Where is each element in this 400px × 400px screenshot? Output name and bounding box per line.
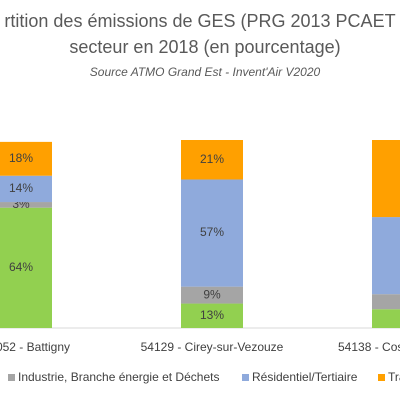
bar-segment bbox=[181, 140, 243, 180]
legend-label: Industrie, Branche énergie et Déchets bbox=[18, 370, 219, 384]
x-tick-label: 54129 - Cirey-sur-Vezouze bbox=[141, 340, 284, 354]
data-label: 57% bbox=[200, 225, 224, 239]
legend-swatch bbox=[242, 374, 249, 381]
legend-label: Tra bbox=[388, 370, 400, 384]
bar-segment bbox=[0, 207, 52, 328]
bar-segment bbox=[372, 217, 400, 295]
data-label: 18% bbox=[9, 151, 33, 165]
bar-segment bbox=[181, 303, 243, 328]
bar-segment bbox=[0, 202, 52, 208]
bar-segment bbox=[372, 294, 400, 310]
data-label: 64% bbox=[9, 260, 33, 274]
x-tick-label: 052 - Battigny bbox=[0, 340, 70, 354]
data-label: 14% bbox=[9, 181, 33, 195]
legend-label: Résidentiel/Tertiaire bbox=[252, 370, 358, 384]
bar-segment bbox=[372, 140, 400, 218]
bar-segment bbox=[181, 179, 243, 287]
bar-segment bbox=[181, 286, 243, 304]
legend-swatch bbox=[378, 374, 385, 381]
data-label: 21% bbox=[200, 152, 224, 166]
bar-segment bbox=[0, 141, 52, 176]
data-label: 9% bbox=[203, 287, 221, 301]
data-label: 13% bbox=[200, 308, 224, 322]
bar-segment bbox=[372, 309, 400, 328]
chart-title: secteur en 2018 (en pourcentage) bbox=[69, 37, 340, 57]
x-tick-label: 54138 - Cos bbox=[338, 340, 400, 354]
legend-swatch bbox=[8, 374, 15, 381]
chart-subtitle: Source ATMO Grand Est - Invent'Air V2020 bbox=[90, 65, 321, 79]
bar-segment bbox=[0, 175, 52, 203]
chart-title: rtition des émissions de GES (PRG 2013 P… bbox=[4, 11, 395, 31]
